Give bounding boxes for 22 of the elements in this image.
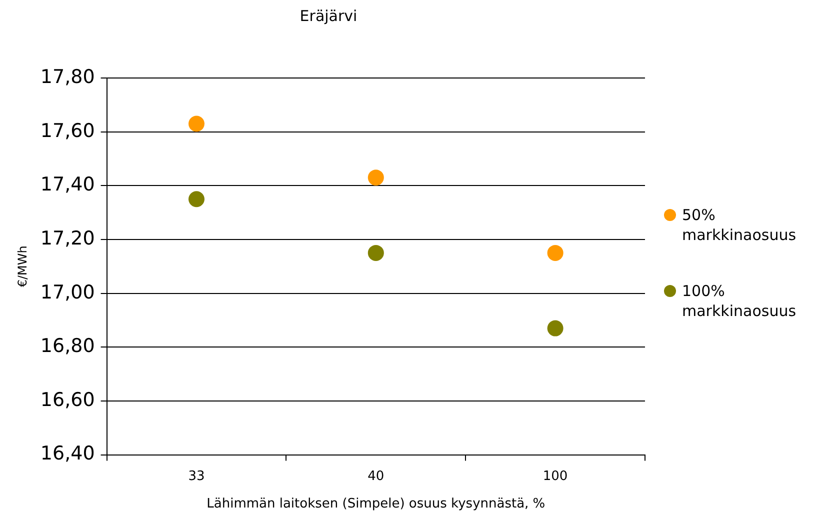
y-tick-label: 17,80 [40, 66, 95, 88]
point [547, 244, 564, 261]
point [188, 116, 204, 132]
y-tick-label: 16,80 [40, 335, 95, 358]
y-tick-label: 17,00 [40, 281, 95, 304]
y-tick-label: 16,40 [40, 442, 95, 465]
x-tick-label: 100 [542, 468, 568, 484]
point [368, 170, 384, 186]
y-tick-label: 17,40 [40, 174, 95, 196]
point [368, 244, 384, 261]
chart-title: Eräjärvi [300, 6, 358, 25]
y-tick-label: 17,60 [40, 120, 95, 142]
y-axis-title: €/MWh [15, 246, 30, 288]
x-tick-label: 33 [188, 468, 205, 484]
y-tick-label: 17,20 [40, 227, 95, 250]
x-tick-label: 40 [368, 468, 384, 484]
legend-label: 50% markkinaosuus [682, 205, 798, 245]
point [547, 320, 564, 336]
x-axis-title: Lähimmän laitoksen (Simpele) osuus kysynnästä, % [206, 496, 546, 512]
legend-label: 100% markkinaosuus [682, 281, 798, 321]
y-tick-label: 16,60 [40, 388, 95, 411]
point [188, 191, 204, 208]
